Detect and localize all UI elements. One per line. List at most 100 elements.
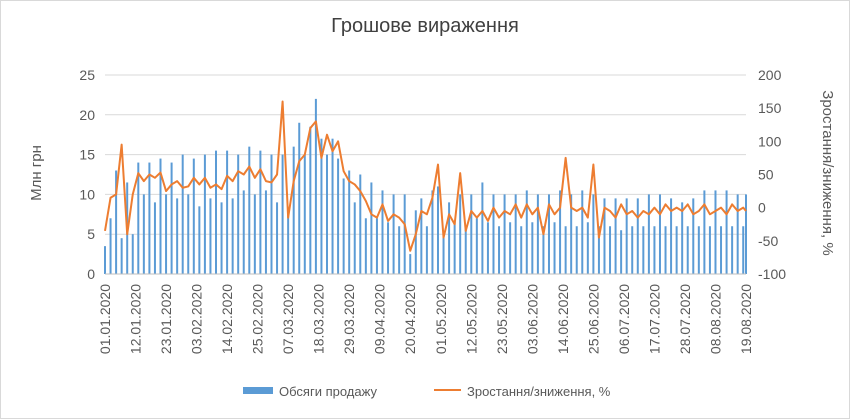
y-right-tick-label: -100 bbox=[758, 266, 786, 282]
x-tick-label: 12.01.2020 bbox=[128, 284, 144, 354]
bar bbox=[120, 238, 123, 274]
bar bbox=[703, 190, 706, 274]
bar bbox=[714, 190, 717, 274]
bar bbox=[736, 194, 739, 274]
bar bbox=[348, 170, 351, 274]
bar-series bbox=[104, 98, 747, 275]
x-tick-label: 28.07.2020 bbox=[677, 284, 693, 354]
bar bbox=[115, 170, 118, 274]
bar bbox=[509, 222, 512, 274]
bar bbox=[675, 226, 678, 274]
bar bbox=[459, 194, 462, 274]
bar bbox=[686, 226, 689, 274]
bar bbox=[448, 202, 451, 274]
x-tick-label: 14.06.2020 bbox=[555, 284, 571, 354]
bar bbox=[581, 190, 584, 274]
bar bbox=[242, 190, 245, 274]
bar bbox=[181, 154, 184, 274]
x-tick-label: 07.03.2020 bbox=[280, 284, 296, 354]
bar bbox=[403, 194, 406, 274]
bar bbox=[276, 202, 279, 274]
x-tick-label: 14.02.2020 bbox=[219, 284, 235, 354]
bar bbox=[137, 162, 140, 274]
bar bbox=[142, 194, 145, 274]
bar bbox=[153, 202, 156, 274]
bar bbox=[520, 226, 523, 274]
line-series bbox=[104, 100, 747, 252]
x-tick-label: 06.07.2020 bbox=[616, 284, 632, 354]
bar bbox=[475, 218, 478, 274]
bar bbox=[309, 126, 312, 275]
y-left-tick-label: 20 bbox=[79, 107, 95, 123]
y-axis-right-label: Зростання/зниження, % bbox=[819, 90, 836, 255]
bar bbox=[420, 198, 423, 274]
bar bbox=[592, 194, 595, 274]
bar bbox=[320, 138, 323, 274]
bar bbox=[170, 162, 173, 274]
bar bbox=[292, 146, 295, 274]
bar bbox=[531, 222, 534, 274]
axes: 0 5 10 15 20 25 -100 -50 0 50 100 150 200 01.01.2020 1… bbox=[79, 67, 786, 354]
bar bbox=[586, 222, 589, 274]
bar bbox=[536, 194, 539, 274]
bar bbox=[745, 194, 747, 274]
bar bbox=[364, 218, 367, 274]
bar bbox=[653, 226, 656, 274]
bar bbox=[464, 226, 467, 274]
bar bbox=[287, 210, 290, 274]
bar bbox=[597, 226, 600, 274]
bar bbox=[436, 186, 439, 274]
bar bbox=[731, 226, 734, 274]
bar bbox=[553, 222, 556, 274]
x-tick-label: 03.02.2020 bbox=[189, 284, 205, 354]
bar bbox=[503, 194, 506, 274]
bar bbox=[614, 198, 617, 274]
y-left-tick-label: 15 bbox=[79, 147, 95, 163]
series-line bbox=[104, 100, 747, 252]
bar bbox=[542, 226, 545, 274]
bar bbox=[431, 190, 434, 274]
bar bbox=[409, 254, 412, 274]
bar bbox=[159, 158, 162, 274]
bar bbox=[636, 198, 639, 274]
bar bbox=[231, 198, 234, 274]
bar bbox=[481, 182, 484, 274]
bar bbox=[570, 194, 573, 274]
legend-bar-swatch bbox=[243, 387, 273, 394]
x-tick-label: 19.08.2020 bbox=[738, 284, 754, 354]
bar bbox=[381, 190, 384, 274]
bar bbox=[303, 154, 306, 274]
y-right-tick-label: 200 bbox=[758, 67, 782, 83]
bar bbox=[742, 226, 745, 274]
x-tick-label: 20.04.2020 bbox=[402, 284, 418, 354]
bar bbox=[498, 226, 501, 274]
bar bbox=[486, 222, 489, 274]
bar bbox=[331, 138, 334, 274]
y-right-tick-label: 0 bbox=[758, 200, 766, 216]
x-tick-label: 29.03.2020 bbox=[341, 284, 357, 354]
bar bbox=[248, 146, 251, 274]
legend-line-label: Зростання/зниження, % bbox=[467, 384, 611, 399]
bar bbox=[131, 234, 134, 274]
bar bbox=[642, 226, 645, 274]
bar bbox=[259, 150, 262, 274]
y-right-tick-label: -50 bbox=[758, 233, 778, 249]
bar bbox=[353, 202, 356, 274]
x-tick-label: 25.02.2020 bbox=[250, 284, 266, 354]
bar bbox=[209, 198, 212, 274]
bar bbox=[298, 122, 301, 274]
bar bbox=[264, 190, 267, 274]
bar bbox=[270, 154, 273, 274]
x-tick-label: 18.03.2020 bbox=[311, 284, 327, 354]
bar bbox=[658, 194, 661, 274]
bar bbox=[603, 198, 606, 274]
bar bbox=[425, 226, 428, 274]
bar bbox=[337, 158, 340, 274]
bar bbox=[470, 194, 473, 274]
bar bbox=[525, 190, 528, 274]
y-axis-left-label: Млн грн bbox=[28, 145, 45, 201]
bar bbox=[414, 210, 417, 274]
y-left-tick-label: 10 bbox=[79, 186, 95, 202]
